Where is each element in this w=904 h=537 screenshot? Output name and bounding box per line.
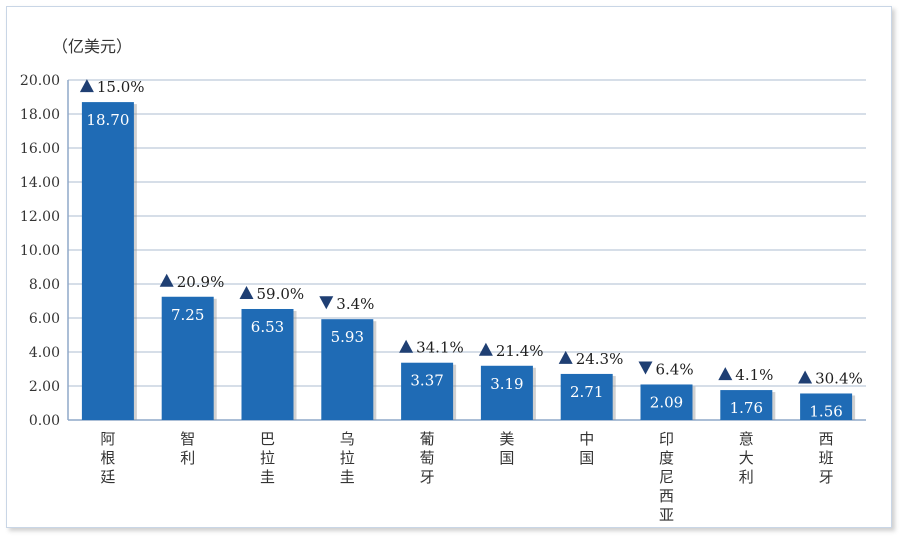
category-label: 葡萄牙 bbox=[420, 430, 435, 486]
bars bbox=[81, 102, 856, 420]
y-tick-label: 12.00 bbox=[20, 209, 60, 225]
change-label: 6.4% bbox=[656, 360, 694, 378]
category-label: 中国 bbox=[579, 430, 594, 467]
chart-frame bbox=[6, 6, 892, 528]
bar bbox=[161, 296, 214, 420]
unit-label: （亿美元） bbox=[52, 37, 132, 56]
increase-arrow-icon bbox=[79, 79, 94, 93]
increase-arrow-icon bbox=[718, 367, 733, 381]
category-label: 巴拉圭 bbox=[260, 430, 275, 486]
category-label: 印度尼西亚 bbox=[659, 430, 674, 524]
change-label: 59.0% bbox=[257, 285, 305, 303]
change-label: 4.1% bbox=[735, 366, 773, 384]
change-label: 24.3% bbox=[576, 350, 624, 368]
increase-arrow-icon bbox=[399, 339, 414, 353]
change-label: 3.4% bbox=[336, 295, 374, 313]
change-label: 20.9% bbox=[177, 273, 225, 291]
bar bbox=[241, 308, 294, 420]
increase-arrow-icon bbox=[798, 370, 813, 384]
category-label: 美国 bbox=[499, 430, 514, 467]
increase-arrow-icon bbox=[159, 273, 174, 287]
bar-value-label: 3.37 bbox=[410, 372, 443, 390]
bar bbox=[560, 373, 613, 420]
change-label: 21.4% bbox=[496, 342, 544, 360]
bar-value-label: 3.19 bbox=[490, 375, 523, 393]
y-tick-label: 0.00 bbox=[29, 413, 60, 429]
bar bbox=[640, 384, 693, 420]
y-tick-label: 16.00 bbox=[20, 141, 60, 157]
bar bbox=[321, 319, 374, 420]
y-tick-label: 6.00 bbox=[29, 311, 60, 327]
category-label: 阿根廷 bbox=[100, 430, 115, 486]
bar-value-label: 6.53 bbox=[251, 318, 284, 336]
y-tick-label: 2.00 bbox=[29, 379, 60, 395]
bar-value-label: 7.25 bbox=[171, 306, 204, 324]
bar bbox=[800, 393, 853, 420]
bar-value-label: 1.76 bbox=[730, 399, 763, 417]
bar-value-label: 5.93 bbox=[331, 328, 364, 346]
y-tick-label: 10.00 bbox=[20, 243, 60, 259]
category-label: 西班牙 bbox=[819, 430, 834, 486]
increase-arrow-icon bbox=[239, 285, 254, 299]
decrease-arrow-icon bbox=[638, 361, 653, 375]
y-tick-label: 4.00 bbox=[29, 345, 60, 361]
bar-value-label: 1.56 bbox=[809, 402, 842, 420]
increase-arrow-icon bbox=[558, 350, 573, 364]
increase-arrow-icon bbox=[478, 342, 493, 356]
y-tick-label: 14.00 bbox=[20, 175, 60, 191]
decrease-arrow-icon bbox=[319, 296, 334, 310]
y-tick-label: 18.00 bbox=[20, 107, 60, 123]
bar bbox=[401, 362, 454, 420]
bar-value-label: 2.09 bbox=[650, 393, 683, 411]
y-tick-label: 8.00 bbox=[29, 277, 60, 293]
category-label: 意大利 bbox=[739, 430, 754, 486]
y-tick-label: 20.00 bbox=[20, 73, 60, 89]
bar bbox=[480, 365, 533, 420]
category-label: 智利 bbox=[180, 430, 195, 467]
bar-value-label: 2.71 bbox=[570, 383, 603, 401]
bar-value-label: 18.70 bbox=[86, 111, 129, 129]
change-label: 15.0% bbox=[97, 78, 145, 96]
labels: 0.00 2.00 4.00 6.00 8.00 10.00 12.00 14.00 16.00… bbox=[20, 73, 863, 524]
change-label: 34.1% bbox=[416, 339, 464, 357]
category-label: 乌拉圭 bbox=[340, 430, 355, 486]
bar bbox=[720, 390, 773, 420]
bar bbox=[81, 102, 134, 420]
change-label: 30.4% bbox=[815, 369, 863, 387]
